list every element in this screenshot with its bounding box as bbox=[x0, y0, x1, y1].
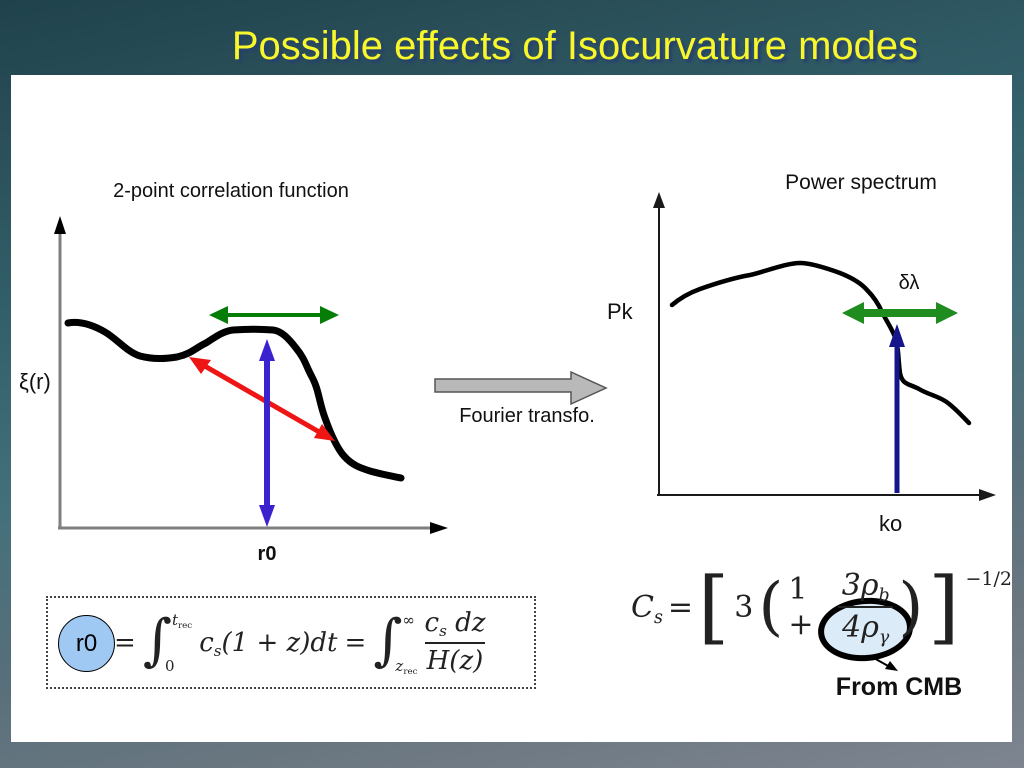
cs-equation: Cs = [ 3 ( 1 + 3ρb 4ργ ) ] −1/2 bbox=[631, 560, 1013, 665]
integral-upper-limit: ∞ bbox=[402, 610, 415, 629]
left-paren: ( bbox=[758, 569, 784, 644]
green-scale-arrow-left bbox=[209, 306, 339, 324]
integral-term-1: ∫ trec 0 bbox=[142, 607, 193, 675]
fraction-denominator: 4ργ bbox=[815, 593, 916, 665]
fraction-bar bbox=[424, 641, 486, 644]
x-axis-arrowhead bbox=[979, 489, 996, 501]
power-spectrum-curve bbox=[669, 260, 972, 426]
r0-circle-badge: r0 bbox=[58, 615, 115, 672]
integral-lower-limit: zrec bbox=[395, 656, 418, 677]
from-cmb-annotation: From CMB bbox=[835, 673, 963, 701]
y-axis-arrowhead bbox=[653, 192, 665, 208]
exponent: −1/2 bbox=[965, 568, 1013, 590]
equals-sign: = bbox=[344, 627, 367, 658]
integral-upper-limit: trec bbox=[171, 610, 193, 631]
fraction-bar bbox=[838, 606, 894, 608]
right-plot-x-axis-label: ko bbox=[879, 511, 903, 536]
blue-amplitude-arrow-left bbox=[259, 339, 275, 527]
left-plot-axes bbox=[54, 216, 448, 534]
diagram-canvas bbox=[54, 192, 996, 671]
equals-sign: = bbox=[667, 589, 694, 625]
r0-equation-box: r0 = ∫ trec 0 cs(1 + z)dt = ∫ ∞ zrec bbox=[46, 596, 536, 689]
slide-content-area: 2-point correlation function ξ(r) r0 Fou… bbox=[11, 75, 1012, 742]
fraction-numerator: 3ρb bbox=[841, 567, 890, 606]
equals-sign: = bbox=[114, 627, 136, 658]
integral-sign: ∫ bbox=[373, 607, 403, 673]
coefficient: 3 bbox=[734, 589, 754, 625]
integrand-1: cs(1 + z)dt bbox=[199, 627, 338, 660]
blue-ko-arrow bbox=[889, 324, 905, 493]
fourier-arrow bbox=[434, 370, 608, 406]
x-axis-arrowhead bbox=[430, 522, 448, 534]
page-title: Possible effects of Isocurvature modes bbox=[231, 24, 919, 68]
integral-lower-limit: 0 bbox=[164, 656, 175, 675]
left-plot-title: 2-point correlation function bbox=[113, 180, 349, 202]
left-plot-x-axis-label: r0 bbox=[257, 543, 277, 565]
right-paren: ) bbox=[898, 569, 924, 644]
r0-circle-label: r0 bbox=[75, 629, 98, 657]
right-plot-title: Power spectrum bbox=[785, 171, 937, 194]
fraction-denominator: H(z) bbox=[426, 645, 484, 676]
right-bracket: ] bbox=[928, 560, 960, 653]
left-plot-y-axis-label: ξ(r) bbox=[19, 369, 51, 394]
fraction-numerator: cs dz bbox=[424, 607, 486, 640]
delta-lambda-label: δλ bbox=[898, 272, 920, 294]
r0-equation: = ∫ trec 0 cs(1 + z)dt = ∫ ∞ zrec cs dz bbox=[114, 598, 486, 687]
density-ratio-fraction: 3ρb 4ργ bbox=[815, 567, 916, 665]
green-shift-arrow-right bbox=[842, 302, 958, 324]
cs-lhs: Cs bbox=[631, 589, 663, 628]
integrand-2-fraction: cs dz H(z) bbox=[424, 607, 486, 677]
integral-term-2: ∫ ∞ zrec bbox=[373, 607, 418, 677]
red-tilt-arrow bbox=[189, 357, 335, 441]
right-plot-axes bbox=[653, 192, 996, 501]
one-plus-term: 1 + bbox=[788, 572, 814, 642]
correlation-curve bbox=[64, 318, 405, 482]
left-bracket: [ bbox=[698, 560, 730, 653]
right-plot-y-axis-label: Pk bbox=[607, 299, 633, 324]
fourier-transform-label: Fourier transfo. bbox=[459, 405, 595, 427]
integral-sign: ∫ bbox=[142, 607, 172, 673]
y-axis-arrowhead bbox=[54, 216, 66, 234]
